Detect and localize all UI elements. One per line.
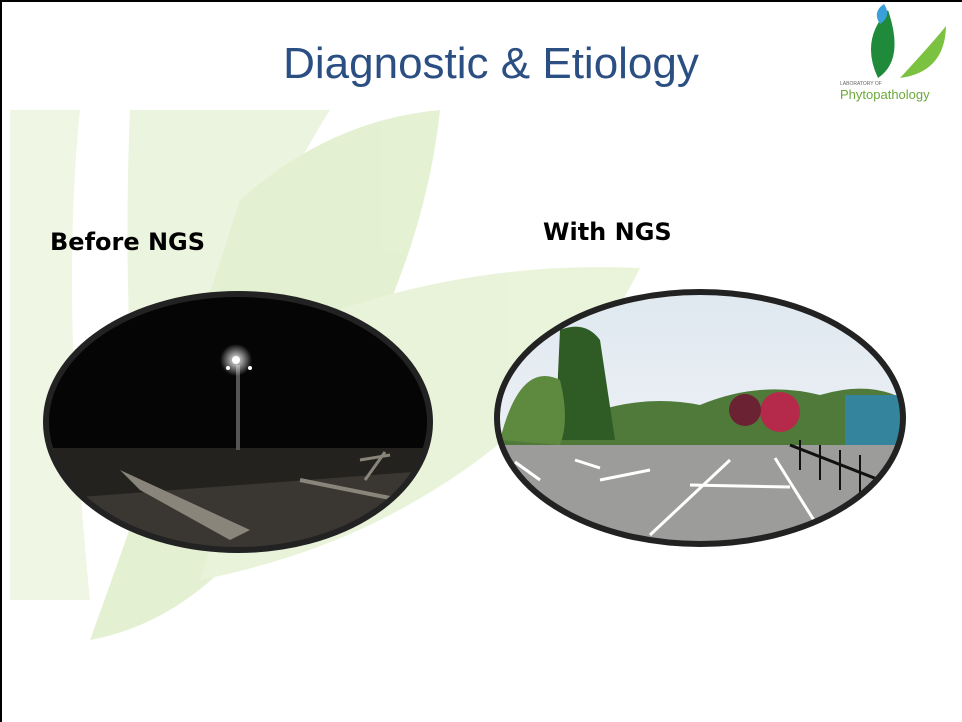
panel-label: With NGS — [543, 218, 672, 246]
logo-name: Phytopathology — [840, 87, 930, 102]
panel-label: Before NGS — [50, 228, 205, 256]
page: Diagnostic & Etiology LABORATORY OF Phyt… — [0, 0, 962, 722]
title: Diagnostic & Etiology — [283, 39, 699, 88]
slide: Diagnostic & Etiology LABORATORY OF Phyt… — [0, 0, 962, 722]
